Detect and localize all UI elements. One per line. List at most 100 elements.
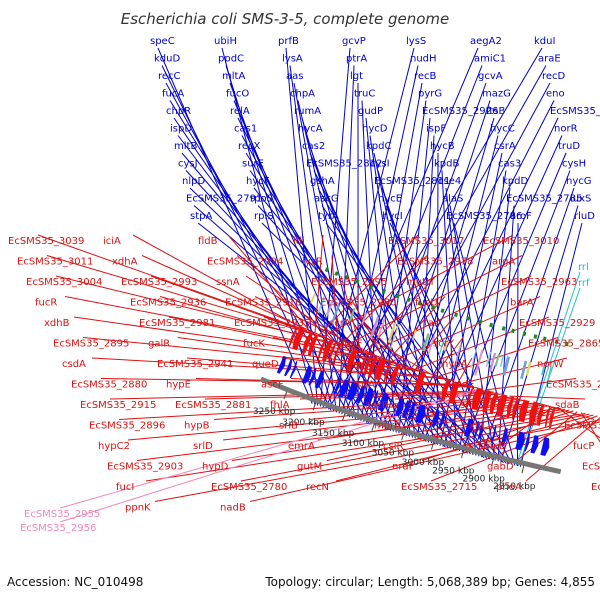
accession-text: Accession: NC_010498 bbox=[7, 575, 143, 589]
forward-gene-label: recB bbox=[414, 71, 437, 82]
kbp-tick-label: 3100 kbp bbox=[342, 439, 385, 449]
forward-gene-label: rumA bbox=[294, 106, 321, 117]
leader-line bbox=[430, 415, 598, 482]
kbp-tick bbox=[283, 391, 288, 400]
kbp-tick-label: 2850 kbp bbox=[493, 482, 536, 492]
forward-gene-label: kduD bbox=[154, 54, 180, 65]
reverse-gene-arrow bbox=[482, 390, 492, 413]
forward-gene-label: ubiH bbox=[214, 36, 237, 47]
leader-line bbox=[462, 357, 568, 384]
forward-gene-label: pyrG bbox=[418, 89, 442, 100]
reverse-gene-label: barA bbox=[510, 298, 534, 309]
forward-gene-label: tyrA bbox=[318, 211, 339, 222]
forward-gene-arrow bbox=[333, 377, 342, 395]
forward-gene-arrow bbox=[284, 358, 293, 377]
forward-gene-label: ftsB bbox=[486, 106, 505, 117]
forward-gene-label: gcvA bbox=[478, 71, 503, 82]
forward-gene-arrow bbox=[394, 398, 405, 417]
forward-gene-label: csrA bbox=[494, 141, 516, 152]
marker-dot bbox=[478, 319, 483, 325]
reverse-gene-label: EcSMS35_3010 bbox=[483, 236, 559, 247]
reverse-gene-label: EcSMS35_2740 bbox=[582, 462, 600, 473]
leader-line bbox=[91, 357, 443, 379]
forward-gene-label: kpdC bbox=[366, 141, 391, 152]
reverse-gene-label: EcSMS35_2880 bbox=[71, 380, 147, 391]
kbp-tick bbox=[431, 441, 435, 450]
forward-gene-arrow bbox=[500, 427, 508, 447]
leader-line bbox=[318, 234, 419, 336]
reverse-gene-label: EcSMS35_2981 bbox=[139, 318, 215, 329]
reverse-gene-label: nrdF bbox=[392, 462, 415, 473]
forward-gene-arrow bbox=[407, 402, 416, 420]
forward-gene-arrow bbox=[401, 400, 410, 419]
forward-gene-arrow bbox=[308, 368, 317, 386]
forward-gene-label: stpA bbox=[190, 211, 212, 222]
forward-gene-label: kduI bbox=[534, 36, 555, 47]
feature-block bbox=[474, 349, 484, 376]
forward-gene-arrow bbox=[515, 431, 525, 451]
forward-gene-label: recC bbox=[158, 71, 181, 82]
reverse-gene-arrow bbox=[368, 355, 378, 378]
forward-gene-label: lgt bbox=[350, 71, 363, 82]
feature-block bbox=[369, 316, 380, 339]
feature-block bbox=[488, 352, 497, 373]
feature-block bbox=[485, 351, 492, 368]
leader-line bbox=[157, 47, 313, 404]
forward-gene-label: rpoS bbox=[250, 194, 273, 205]
leader-line bbox=[385, 378, 478, 389]
feature-block bbox=[389, 323, 400, 350]
reverse-gene-label: emrA bbox=[288, 441, 315, 452]
leader-line bbox=[525, 417, 600, 482]
reverse-gene-label: fucR bbox=[35, 298, 57, 309]
reverse-gene-label: xdhA bbox=[112, 257, 138, 268]
feature-block bbox=[421, 333, 430, 352]
leader-line bbox=[165, 82, 351, 418]
reverse-gene-arrow bbox=[549, 406, 556, 429]
forward-gene-label: cysI bbox=[370, 159, 390, 170]
forward-gene-label: rplS bbox=[254, 211, 274, 222]
forward-gene-label: cysJ bbox=[178, 159, 198, 170]
forward-gene-arrow bbox=[301, 365, 312, 384]
leader-line bbox=[480, 378, 483, 389]
forward-gene-label: ptrA bbox=[346, 54, 367, 65]
leader-line bbox=[394, 393, 502, 400]
reverse-gene-label: recN bbox=[306, 482, 329, 493]
leader-line bbox=[368, 275, 532, 355]
forward-gene-label: chpA bbox=[290, 89, 315, 100]
forward-gene-arrow bbox=[371, 390, 379, 408]
forward-gene-label: cas3 bbox=[498, 159, 521, 170]
marker-dot bbox=[522, 331, 527, 337]
topology-summary: Topology: circular; Length: 5,068,389 bp… bbox=[264, 575, 595, 589]
feature-block bbox=[494, 353, 500, 367]
feature-block bbox=[546, 366, 553, 386]
forward-gene-arrow bbox=[431, 409, 440, 428]
leader-line bbox=[263, 316, 404, 366]
forward-gene-label: cse4 bbox=[438, 176, 461, 187]
forward-gene-label: mltA bbox=[222, 71, 245, 82]
leader-line bbox=[384, 100, 555, 430]
leader-line bbox=[186, 357, 447, 380]
reverse-gene-label: EcSMS35_2915 bbox=[80, 400, 156, 411]
feature-block bbox=[325, 299, 334, 316]
forward-gene-arrow bbox=[356, 385, 365, 404]
marker-dot bbox=[369, 284, 374, 290]
leader-line bbox=[331, 255, 339, 343]
reverse-gene-label: csiR bbox=[383, 441, 403, 452]
leader-line bbox=[213, 397, 518, 420]
marker-dot bbox=[489, 322, 494, 328]
forward-gene-label: alaS bbox=[442, 194, 463, 205]
reverse-gene-label: iap bbox=[347, 359, 362, 370]
leader-line bbox=[327, 47, 543, 410]
forward-gene-label: surE bbox=[242, 159, 264, 170]
reverse-gene-label: EcSMS35_2995 bbox=[311, 277, 387, 288]
leader-line bbox=[516, 411, 578, 461]
leader-line bbox=[457, 357, 473, 383]
reverse-gene-arrow bbox=[302, 332, 314, 354]
reverse-gene-label: EcSMS35_2935 bbox=[234, 318, 310, 329]
forward-gene-arrow bbox=[530, 435, 539, 454]
feature-block bbox=[387, 322, 397, 343]
leader-line bbox=[127, 402, 538, 441]
forward-gene-label: EcSMS35_2785 bbox=[506, 194, 582, 205]
forward-gene-label: hycB bbox=[430, 141, 455, 152]
